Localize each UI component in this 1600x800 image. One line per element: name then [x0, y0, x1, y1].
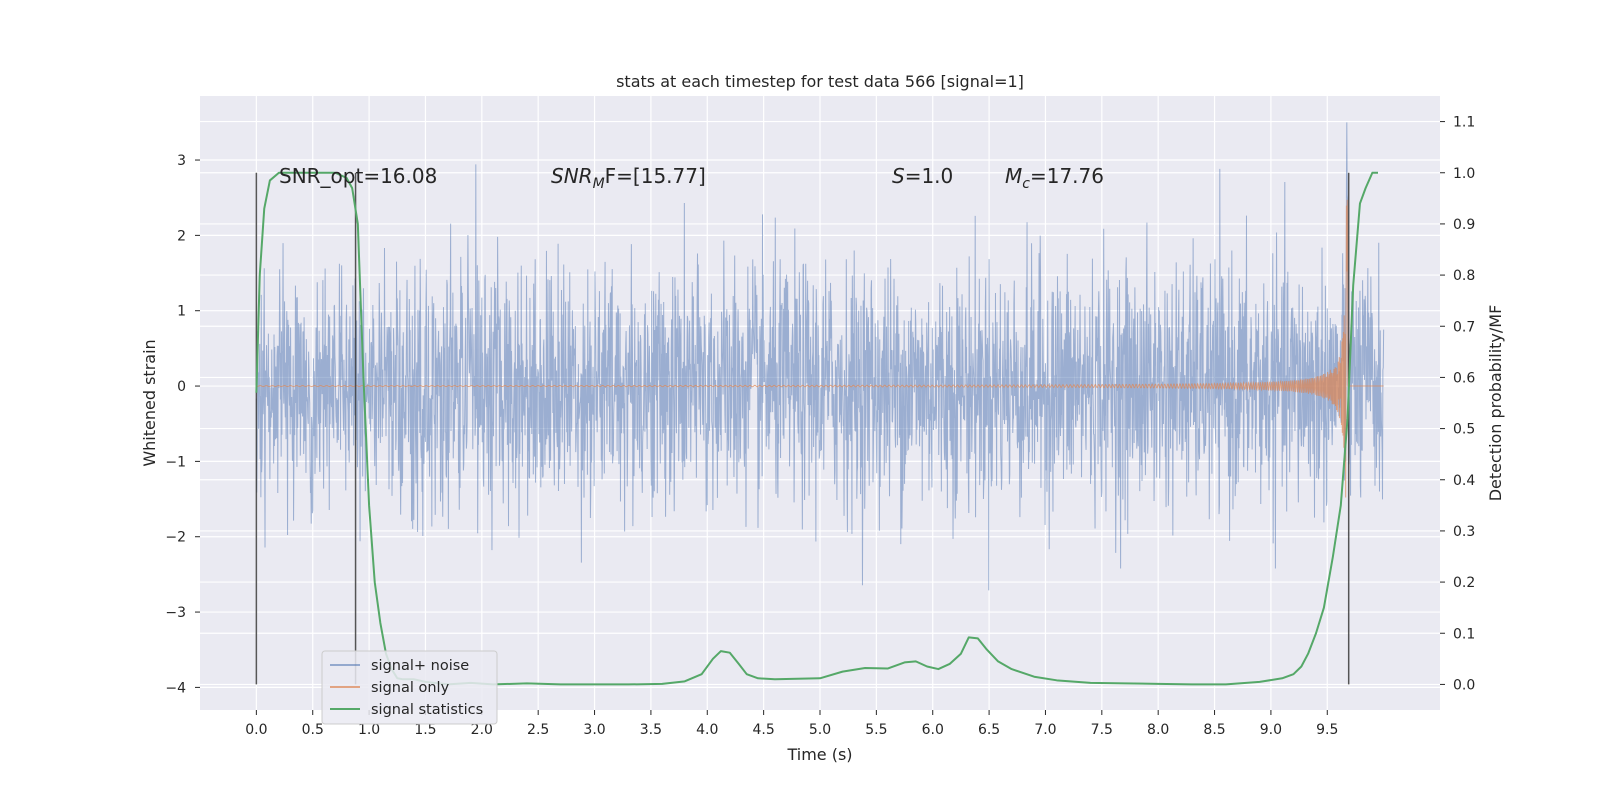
- x-tick-label: 2.0: [471, 722, 493, 738]
- y2-tick-label: 0.9: [1453, 217, 1475, 233]
- y2-tick-label: 0.6: [1453, 370, 1475, 386]
- legend-label-signal-only: signal only: [371, 680, 450, 696]
- y-tick-label: −4: [165, 680, 186, 696]
- y-tick-label: 0: [177, 379, 186, 395]
- x-tick-label: 9.5: [1316, 722, 1338, 738]
- signal-statistics-line: [255, 171, 1378, 686]
- x-tick-label: 3.5: [640, 722, 662, 738]
- legend: signal+ noise signal only signal statist…: [321, 650, 498, 725]
- legend-box: [321, 650, 498, 725]
- y2-tick-label: 1.1: [1453, 115, 1475, 131]
- signal-only-line: [256, 199, 1384, 498]
- y-tick-label: −2: [165, 530, 186, 546]
- y2-tick-label: 0.4: [1453, 473, 1475, 489]
- y-axis-ticks: 3 2 1 0 −1 −2 −3 −4: [165, 153, 200, 696]
- y2-axis-ticks: 1.1 1.0 0.9 0.8 0.7 0.6 0.5 0.4 0.3 0.2 0.1 0.0: [1440, 115, 1475, 693]
- annotation-snr-opt: SNR_opt=16.08: [279, 164, 437, 188]
- y-tick-label: 2: [177, 228, 186, 244]
- x-tick-label: 6.5: [978, 722, 1000, 738]
- series-signal-noise: [255, 122, 1385, 591]
- annotation-snr-mf: SNRMF=[15.77]: [551, 164, 706, 192]
- x-tick-label: 7.5: [1091, 722, 1113, 738]
- x-tick-label: 4.0: [696, 722, 718, 738]
- signal-noise-line: [255, 122, 1385, 591]
- series-signal-statistics: [255, 171, 1378, 686]
- y-tick-label: −3: [165, 605, 186, 621]
- x-tick-label: 5.0: [809, 722, 831, 738]
- y2-tick-label: 1.0: [1453, 166, 1475, 182]
- y-axis-label: Whitened strain: [140, 339, 159, 466]
- x-axis-ticks: 0.0 0.5 1.0 1.5 2.0 2.5 3.0 3.5 4.0 4.5 5.0 5.5 6.0 6…: [245, 710, 1338, 738]
- x-tick-label: 0.0: [245, 722, 267, 738]
- x-tick-label: 8.5: [1203, 722, 1225, 738]
- y2-tick-label: 0.0: [1453, 677, 1475, 693]
- x-tick-label: 5.5: [865, 722, 887, 738]
- y2-tick-label: 0.2: [1453, 575, 1475, 591]
- x-tick-label: 7.0: [1034, 722, 1056, 738]
- x-tick-label: 1.0: [358, 722, 380, 738]
- x-tick-label: 2.5: [527, 722, 549, 738]
- x-tick-label: 0.5: [302, 722, 324, 738]
- annotation-mc: Mc=17.76: [1005, 164, 1104, 192]
- x-tick-label: 3.0: [583, 722, 605, 738]
- x-tick-label: 4.5: [753, 722, 775, 738]
- y-tick-label: −1: [165, 454, 186, 470]
- x-tick-label: 6.0: [922, 722, 944, 738]
- vertical-markers: [255, 172, 1350, 685]
- x-tick-label: 8.0: [1147, 722, 1169, 738]
- series-signal-only: [256, 199, 1384, 498]
- annotation-s: S=1.0: [892, 164, 953, 188]
- y2-tick-label: 0.7: [1453, 319, 1475, 335]
- x-tick-label: 9.0: [1260, 722, 1282, 738]
- y2-tick-label: 0.8: [1453, 268, 1475, 284]
- y-tick-label: 3: [177, 153, 186, 169]
- y2-tick-label: 0.3: [1453, 524, 1475, 540]
- y-tick-label: 1: [177, 304, 186, 320]
- y2-axis-label: Detection probability/MF: [1486, 305, 1505, 502]
- legend-label-signal-statistics: signal statistics: [371, 702, 483, 718]
- y2-tick-label: 0.5: [1453, 422, 1475, 438]
- x-axis-label: Time (s): [786, 745, 852, 764]
- y2-tick-label: 0.1: [1453, 626, 1475, 642]
- x-tick-label: 1.5: [414, 722, 436, 738]
- chart-title: stats at each timestep for test data 566…: [616, 72, 1024, 91]
- legend-label-signal-noise: signal+ noise: [371, 658, 469, 674]
